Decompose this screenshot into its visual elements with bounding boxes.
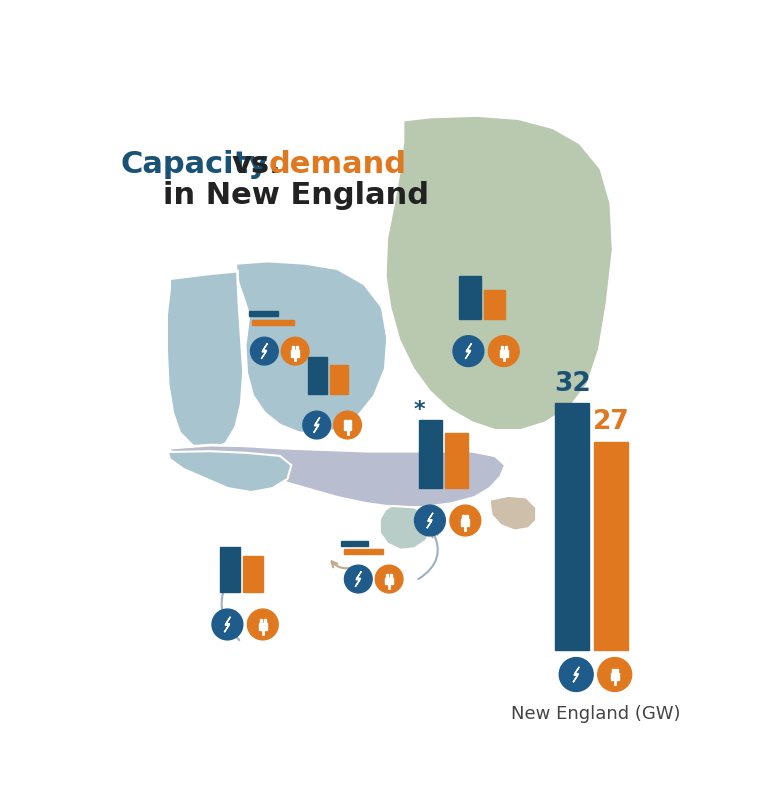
- Bar: [260, 619, 262, 624]
- Bar: [390, 574, 392, 578]
- Bar: [500, 350, 508, 357]
- Bar: [344, 420, 346, 425]
- Bar: [466, 516, 468, 520]
- Bar: [243, 556, 263, 593]
- Circle shape: [488, 336, 519, 367]
- Polygon shape: [465, 344, 471, 360]
- Bar: [348, 420, 350, 425]
- Polygon shape: [261, 344, 267, 360]
- Bar: [343, 424, 351, 431]
- Bar: [308, 358, 327, 395]
- Text: *: *: [413, 399, 425, 419]
- Bar: [252, 320, 294, 325]
- Circle shape: [415, 506, 446, 536]
- Polygon shape: [427, 513, 433, 528]
- Bar: [615, 669, 618, 674]
- Text: in New England: in New England: [163, 181, 429, 210]
- Text: 32: 32: [554, 370, 591, 397]
- Polygon shape: [170, 446, 505, 507]
- Bar: [344, 549, 383, 555]
- Bar: [264, 619, 266, 624]
- Text: 27: 27: [593, 409, 629, 434]
- Polygon shape: [385, 116, 613, 431]
- Polygon shape: [168, 451, 291, 492]
- Bar: [249, 312, 278, 317]
- Bar: [386, 574, 388, 578]
- Bar: [505, 346, 507, 351]
- Polygon shape: [574, 667, 579, 683]
- Bar: [462, 516, 464, 520]
- Bar: [219, 548, 239, 593]
- Circle shape: [281, 338, 309, 365]
- Circle shape: [344, 565, 372, 593]
- Bar: [594, 442, 628, 650]
- Circle shape: [212, 609, 243, 640]
- Text: New England (GW): New England (GW): [511, 704, 680, 722]
- Text: Capacity: Capacity: [120, 149, 268, 178]
- Bar: [501, 346, 503, 351]
- Circle shape: [598, 658, 632, 691]
- Bar: [484, 290, 505, 320]
- Circle shape: [375, 565, 403, 593]
- Bar: [259, 623, 267, 630]
- Circle shape: [250, 338, 278, 365]
- Bar: [296, 346, 298, 351]
- Polygon shape: [355, 572, 361, 587]
- Bar: [291, 350, 299, 357]
- Text: vs.: vs.: [232, 149, 282, 178]
- Polygon shape: [224, 617, 230, 633]
- Polygon shape: [167, 271, 243, 450]
- Bar: [341, 541, 368, 546]
- Polygon shape: [490, 496, 536, 531]
- Polygon shape: [314, 418, 320, 433]
- Bar: [419, 421, 443, 488]
- Circle shape: [303, 412, 331, 439]
- Bar: [385, 578, 393, 585]
- Circle shape: [334, 412, 361, 439]
- Circle shape: [453, 336, 484, 367]
- Bar: [611, 669, 614, 674]
- Circle shape: [450, 506, 480, 536]
- Bar: [461, 520, 469, 526]
- Bar: [459, 277, 480, 320]
- Polygon shape: [236, 262, 388, 434]
- Text: demand: demand: [269, 149, 407, 178]
- Bar: [330, 365, 348, 395]
- Circle shape: [247, 609, 278, 640]
- Bar: [292, 346, 294, 351]
- Circle shape: [560, 658, 593, 691]
- Bar: [446, 433, 468, 488]
- Polygon shape: [380, 506, 432, 550]
- Bar: [611, 673, 618, 680]
- Bar: [556, 404, 589, 650]
